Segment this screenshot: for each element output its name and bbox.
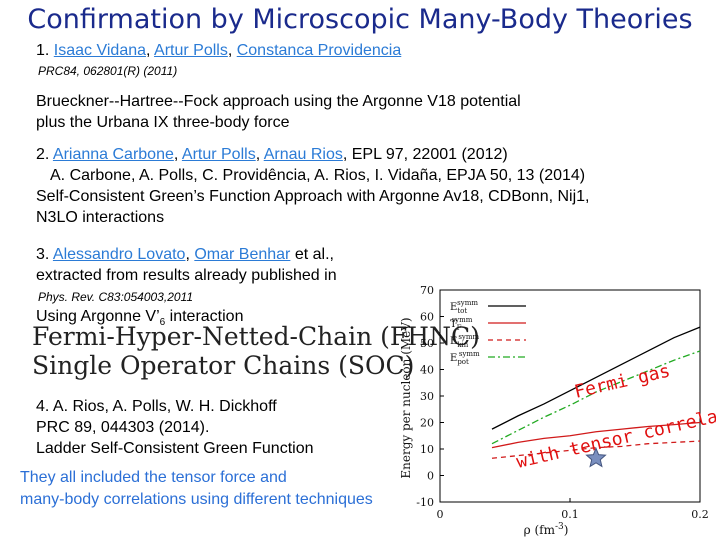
ref2-line3: Self-Consistent Green’s Function Approac… (36, 188, 590, 205)
ref2-line2: A. Carbone, A. Polls, C. Providência, A.… (50, 167, 586, 184)
y-tick-label: 10 (420, 443, 434, 456)
slide-title: Confirmation by Microscopic Many-Body Th… (27, 4, 693, 35)
x-tick-label: 0.1 (561, 508, 579, 521)
series-lines (491, 326, 701, 459)
method-fhnc: Fermi-Hyper-Netted-Chain (FHNC) (32, 322, 480, 351)
conclusion-line1: They all included the tensor force and (20, 469, 287, 486)
series-line-1 (491, 326, 701, 430)
series-line-2 (491, 421, 701, 449)
ref3-using-tail: interaction (165, 308, 244, 325)
ref2-line4: N3LO interactions (36, 209, 165, 226)
y-tick-label: 40 (420, 364, 434, 377)
tensor-correlation-annotation: with tensor correlation (514, 396, 716, 473)
y-tick-label: 30 (420, 390, 434, 403)
ref3-journal: Phys. Rev. C83:054003,2011 (38, 290, 193, 304)
ref2-number: 2. (36, 146, 50, 163)
ref4-line2: PRC 89, 044303 (2014). (36, 419, 210, 436)
ref3-using-subscript: 6 (159, 317, 166, 329)
author-link[interactable]: Arnau Rios (263, 146, 343, 163)
ref1-number: 1. (36, 42, 50, 59)
y-tick-label: 60 (420, 311, 434, 324)
conclusion-line2: many-body correlations using different t… (20, 491, 373, 508)
plot-frame (439, 289, 701, 503)
legend-label: Etotsymm (450, 299, 478, 315)
y-tick-label: 50 (420, 337, 434, 350)
ref3-authors: 3. Alessandro Lovato, Omar Benhar et al.… (36, 246, 334, 263)
series-line-3 (491, 440, 701, 459)
series-line-4 (491, 350, 701, 445)
ref3-using-text: Using Argonne V’ (36, 308, 160, 325)
legend-label: TFsymm (450, 316, 473, 332)
ref1-description-line1: Brueckner--Hartree--Fock approach using … (36, 93, 521, 110)
ref2-authors: 2. Arianna Carbone, Artur Polls, Arnau R… (36, 146, 508, 163)
ref1-authors: 1. Isaac Vidana, Artur Polls, Constanca … (36, 42, 402, 59)
ref3-interaction: Using Argonne V’6 interaction (36, 307, 243, 332)
x-axis-label: ρ (fm-3) (524, 522, 569, 537)
fermi-gas-annotation: Fermi gas (572, 360, 672, 402)
ref3-number: 3. (36, 246, 50, 263)
author-link[interactable]: Alessandro Lovato (52, 246, 186, 263)
author-link[interactable]: Artur Polls (181, 146, 256, 163)
x-tick-label: 0 (437, 508, 444, 521)
y-tick-label: -10 (416, 496, 434, 509)
x-ticks: 0 0.1 0.2 (437, 498, 709, 521)
y-axis-label: Energy per nucleon (MeV) (399, 317, 413, 478)
star-marker (585, 446, 607, 468)
ref1-journal: PRC84, 062801(R) (2011) (38, 64, 178, 78)
author-link[interactable]: Omar Benhar (194, 246, 291, 263)
method-soc: Single Operator Chains (SOC) (32, 351, 415, 380)
author-link[interactable]: Arianna Carbone (52, 146, 174, 163)
x-tick-label: 0.2 (691, 508, 709, 521)
legend-label: Epotsymm (450, 350, 480, 366)
ref1-description-line2: plus the Urbana IX three-body force (36, 114, 290, 131)
author-link[interactable]: Isaac Vidana (53, 42, 147, 59)
author-link[interactable]: Artur Polls (154, 42, 228, 59)
legend-label: Ekinsymm (450, 333, 479, 349)
y-ticks: -10 0 10 20 30 40 50 60 70 (416, 284, 444, 509)
y-tick-label: 70 (420, 284, 434, 297)
y-tick-label: 20 (420, 417, 434, 430)
ref2-journal: , EPL 97, 22001 (2012) (342, 146, 508, 163)
ref3-etal: et al., (294, 246, 334, 263)
ref4-line1: 4. A. Rios, A. Polls, W. H. Dickhoff (36, 398, 277, 415)
author-link[interactable]: Constanca Providencia (236, 42, 402, 59)
ref3-line2: extracted from results already published… (36, 267, 337, 284)
ref4-line3: Ladder Self-Consistent Green Function (36, 440, 314, 457)
y-tick-label: 0 (427, 470, 434, 483)
